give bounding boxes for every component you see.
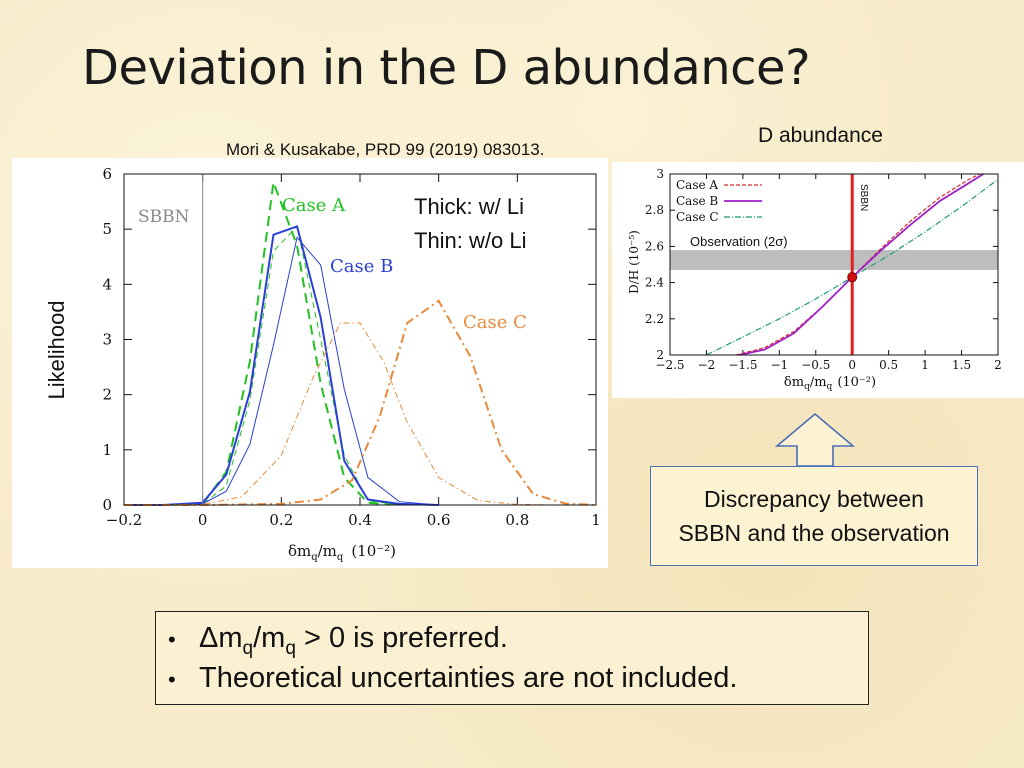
y-tick-label: 2.2 <box>645 312 664 326</box>
y-tick-label: 2.8 <box>645 203 664 217</box>
x-tick-label: −2 <box>698 358 716 372</box>
y-tick-label: 2 <box>656 348 664 362</box>
observation-band <box>670 250 998 270</box>
y-tick-label: 4 <box>102 275 112 293</box>
series-line-case-b <box>124 225 439 506</box>
y-tick-label: 2.4 <box>645 276 664 290</box>
bullet-item: • Δmq/mq > 0 is preferred. <box>168 622 868 662</box>
x-tick-label: 0.2 <box>269 511 293 529</box>
case-b-label: Case B <box>330 256 393 277</box>
bullet-dot-icon: • <box>168 627 176 652</box>
note-thin: Thin: w/o Li <box>414 228 527 253</box>
series-line-case-b <box>739 173 984 356</box>
series-line-case-c <box>123 322 596 506</box>
case-c-label: Case C <box>463 312 527 333</box>
y-axis-label: Likelihood <box>44 300 69 399</box>
x-tick-label: 1 <box>921 358 929 372</box>
citation: Mori & Kusakabe, PRD 99 (2019) 083013. <box>226 140 545 159</box>
bullet-item: • Theoretical uncertainties are not incl… <box>168 662 868 702</box>
x-axis-label: δmq/mq (10⁻²) <box>288 542 396 563</box>
bullet-list: • Δmq/mq > 0 is preferred. • Theoretical… <box>155 611 869 705</box>
discrepancy-line-2: SBBN and the observation <box>678 520 950 546</box>
x-tick-label: −2.5 <box>655 358 684 372</box>
discrepancy-callout: Discrepancy between SBBN and the observa… <box>650 466 978 566</box>
bullet-text-1: Δmq/mq > 0 is preferred. <box>199 622 508 659</box>
y-tick-label: 2.6 <box>645 239 664 253</box>
legend: Case A Case B Case C <box>676 178 762 224</box>
y-tick-label: 3 <box>656 167 664 181</box>
x-tick-label: 1 <box>591 511 601 529</box>
y-tick-label: 6 <box>102 165 112 183</box>
up-arrow-icon <box>775 412 855 467</box>
plot-frame <box>123 173 597 506</box>
y-axis-label: D/H (10⁻⁵) <box>627 230 641 294</box>
slide-title: Deviation in the D abundance? <box>82 40 811 96</box>
legend-case-a: Case A <box>676 178 718 192</box>
y-tick-label: 1 <box>102 441 112 459</box>
x-tick-label: 0 <box>848 358 856 372</box>
case-a-label: Case A <box>282 195 346 216</box>
note-thick: Thick: w/ Li <box>414 194 525 219</box>
x-tick-label: 0.8 <box>505 511 529 529</box>
legend-case-b: Case B <box>676 194 718 208</box>
dh-chart: −2.5 −2 −1.5 −1 −0.5 0 0.5 1 1.5 222.22.42.62.83 … <box>627 167 1002 392</box>
dh-chart-panel: −2.5 −2 −1.5 −1 −0.5 0 0.5 1 1.5 2 2 2.2 2.4 2.6 2.8 3 … <box>612 162 1024 398</box>
y-tick-label: 3 <box>102 331 112 349</box>
observation-label: Observation (2σ) <box>690 234 788 249</box>
legend-case-c: Case C <box>676 210 719 224</box>
likelihood-chart-panel: Likelihood −0.2 0 0.2 0.4 0.6 0.8 1 0 1 2 3 4 5 6 SBB… <box>12 158 608 568</box>
series-line-case-b <box>124 236 439 506</box>
x-axis-label: δmq/mq (10⁻²) <box>784 375 876 392</box>
d-abundance-heading: D abundance <box>758 124 883 147</box>
sbbn-vertical-label: SBBN <box>858 184 869 211</box>
y-tick-label: 2 <box>102 386 112 404</box>
y-tick-label: 0 <box>102 496 112 514</box>
x-tick-label: 0.6 <box>427 511 451 529</box>
plot-frame <box>669 173 999 356</box>
sbbn-point <box>847 272 858 283</box>
series-line-case-c <box>124 299 597 506</box>
discrepancy-line-1: Discrepancy between <box>704 486 924 512</box>
x-tick-label: 0.5 <box>879 358 898 372</box>
x-tick-label: 1.5 <box>952 358 971 372</box>
bullet-text-2: Theoretical uncertainties are not includ… <box>199 662 738 694</box>
series-line-case-a <box>124 181 400 506</box>
x-tick-label: 2 <box>994 358 1002 372</box>
x-tick-label: −1 <box>770 358 788 372</box>
x-tick-label: −0.5 <box>801 358 830 372</box>
x-tick-label: −0.2 <box>106 511 142 529</box>
sbbn-label: SBBN <box>138 207 190 227</box>
y-tick-label: 5 <box>102 220 112 238</box>
x-tick-label: 0.4 <box>348 511 372 529</box>
x-tick-label: 0 <box>198 511 208 529</box>
x-tick-label: −1.5 <box>728 358 757 372</box>
bullet-dot-icon: • <box>168 667 176 692</box>
